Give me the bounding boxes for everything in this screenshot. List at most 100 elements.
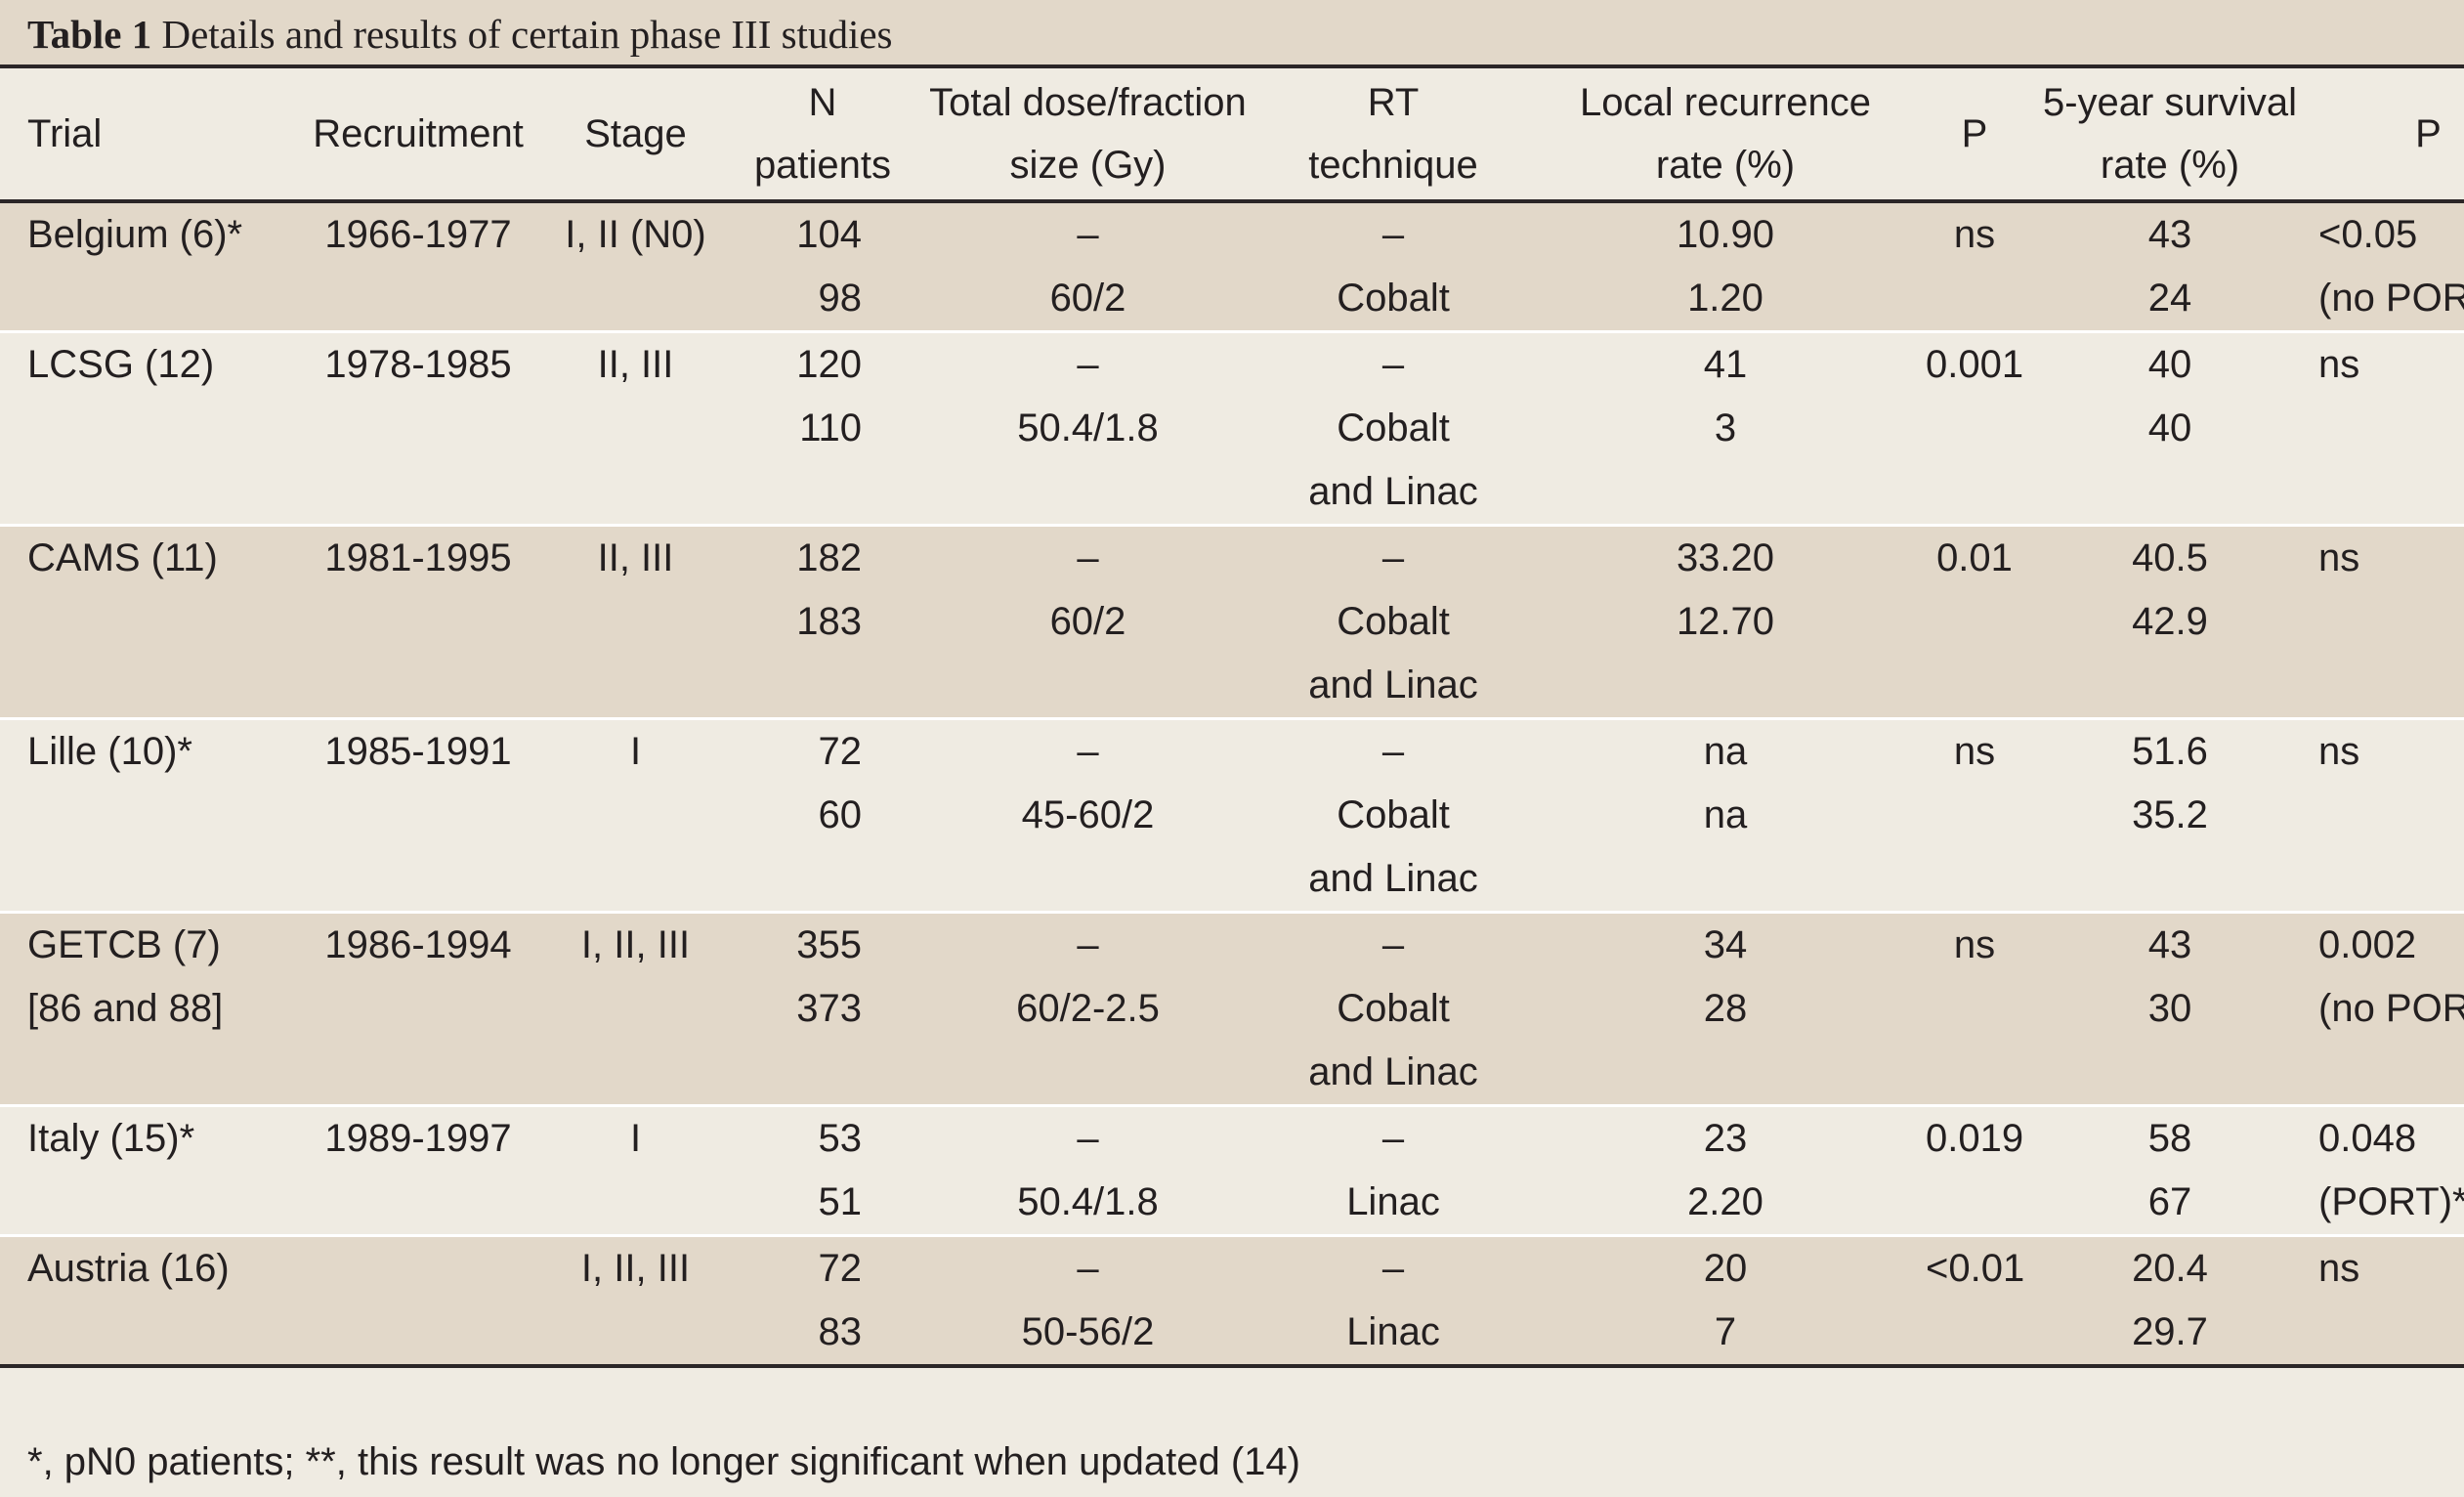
cell-survival: 20.4 xyxy=(2023,1236,2316,1302)
cell-p-recurrence xyxy=(1926,654,2023,720)
cell-rt-technique: Linac xyxy=(1261,1301,1525,1368)
cell-p-survival xyxy=(2316,1301,2464,1368)
cell-local-recurrence: 12.70 xyxy=(1525,590,1926,654)
cell-local-recurrence-value: na xyxy=(1703,730,1748,773)
cell-local-recurrence: 33.20 xyxy=(1525,526,1926,591)
cell-n-patients: 104 xyxy=(731,201,914,267)
cell-survival-value: 58 xyxy=(2147,1117,2192,1160)
cell-recruitment: 1989-1997 xyxy=(324,1117,512,1160)
cell-dose xyxy=(914,1041,1261,1107)
cell-n-patients xyxy=(731,654,914,720)
cell-survival-value: 43 xyxy=(2147,923,2192,966)
cell-local-recurrence-value: 33.20 xyxy=(1676,536,1775,579)
cell-trial: Italy (15)* xyxy=(27,1117,195,1160)
cell-trial: CAMS (11) xyxy=(27,536,218,579)
cell-survival: 58 xyxy=(2023,1106,2316,1172)
cell-p-recurrence xyxy=(1926,460,2023,527)
cell-stage xyxy=(540,1041,731,1107)
cell-n-patients: 98 xyxy=(731,267,914,333)
cell-survival-value: 51.6 xyxy=(2132,730,2208,773)
cell-stage xyxy=(540,1171,731,1237)
cell-survival-value: 40.5 xyxy=(2132,536,2208,579)
cell-recruitment: 1978-1985 xyxy=(324,343,512,386)
cell-trial xyxy=(0,590,296,654)
cell-dose: 60/2 xyxy=(914,267,1261,333)
cell-p-survival xyxy=(2316,397,2464,460)
table-title-label: Table 1 xyxy=(27,12,152,57)
cell-recruitment xyxy=(296,977,540,1041)
cell-survival: 67 xyxy=(2023,1171,2316,1237)
cell-n-patients-value: 83 xyxy=(818,1310,863,1353)
cell-p-survival: 0.002 xyxy=(2318,923,2417,966)
cell-n-patients-value: 72 xyxy=(818,1247,863,1290)
cell-survival-value: 30 xyxy=(2147,987,2192,1030)
cell-survival: 40 xyxy=(2023,332,2316,398)
table-row: Belgium (6)* 1966-1977 I, II (N0) 104 – – 10.9… xyxy=(0,201,2464,267)
cell-stage: I, II, III xyxy=(580,923,691,966)
cell-p-survival xyxy=(2316,784,2464,847)
table-row: and Linac xyxy=(0,460,2464,527)
cell-local-recurrence: 41 xyxy=(1525,332,1926,398)
cell-survival: 30 xyxy=(2023,977,2316,1041)
cell-n-patients: 51 xyxy=(731,1171,914,1237)
cell-rt-technique: – xyxy=(1381,1117,1405,1160)
cell-p-survival: (no PORT) xyxy=(2318,987,2464,1030)
cell-local-recurrence-value: 1.20 xyxy=(1687,277,1763,320)
cell-p-recurrence: 0.001 xyxy=(1926,343,2023,386)
cell-dose: – xyxy=(1077,923,1099,966)
cell-local-recurrence-value: 3 xyxy=(1714,406,1737,449)
cell-stage xyxy=(540,847,731,914)
header-lr-line-1: Local recurrence xyxy=(1580,81,1871,124)
cell-local-recurrence-value: 34 xyxy=(1703,923,1748,966)
cell-dose: 60/2-2.5 xyxy=(1016,987,1160,1030)
cell-rt-technique: – xyxy=(1381,536,1405,579)
table-row: and Linac xyxy=(0,654,2464,720)
cell-trial: Austria (16) xyxy=(27,1247,230,1290)
cell-local-recurrence-value: 7 xyxy=(1714,1310,1737,1353)
cell-trial xyxy=(0,1171,296,1237)
header-trial-line-1: Trial xyxy=(27,112,103,155)
cell-dose: – xyxy=(1077,730,1099,773)
cell-recruitment xyxy=(296,1236,540,1302)
cell-stage: I, II, III xyxy=(580,1247,691,1290)
header-stage-line-1: Stage xyxy=(584,112,687,155)
cell-local-recurrence: 2.20 xyxy=(1525,1171,1926,1237)
cell-local-recurrence: 10.90 xyxy=(1525,201,1926,267)
cell-trial xyxy=(0,460,296,527)
cell-n-patients-value: 72 xyxy=(818,730,863,773)
cell-dose: – xyxy=(1077,343,1099,386)
table-row: 183 60/2 Cobalt 12.70 42.9 xyxy=(0,590,2464,654)
cell-local-recurrence: 7 xyxy=(1525,1301,1926,1368)
cell-n-patients: 110 xyxy=(731,397,914,460)
cell-n-patients-value: 98 xyxy=(818,277,863,320)
cell-rt-technique: and Linac xyxy=(1261,460,1525,527)
cell-n-patients: 355 xyxy=(731,913,914,978)
cell-p-recurrence: ns xyxy=(1953,213,1996,256)
cell-n-patients: 83 xyxy=(731,1301,914,1368)
cell-p-recurrence xyxy=(1926,1301,2023,1368)
cell-rt-technique: and Linac xyxy=(1261,654,1525,720)
cell-dose xyxy=(914,654,1261,720)
cell-survival: 29.7 xyxy=(2023,1301,2316,1368)
cell-recruitment xyxy=(296,784,540,847)
table-row: and Linac xyxy=(0,847,2464,914)
cell-n-patients-value: 355 xyxy=(796,923,862,966)
header-surv-line-1: 5-year survival xyxy=(2042,81,2298,124)
cell-p-survival xyxy=(2316,590,2464,654)
header-rt-line-1: RT xyxy=(1367,81,1420,124)
cell-survival-value: 43 xyxy=(2147,213,2192,256)
cell-dose: 60/2 xyxy=(1049,600,1126,643)
cell-survival: 24 xyxy=(2023,267,2316,333)
cell-dose: – xyxy=(1077,213,1099,256)
cell-survival: 40 xyxy=(2023,397,2316,460)
cell-survival-value: 24 xyxy=(2147,277,2192,320)
cell-dose: – xyxy=(1077,1247,1099,1290)
header-local-recurrence: Local recurrence rate (%) xyxy=(1525,68,1926,203)
cell-local-recurrence-value: na xyxy=(1703,793,1748,836)
cell-n-patients-value: 51 xyxy=(818,1180,863,1223)
cell-rt-technique: – xyxy=(1381,923,1405,966)
